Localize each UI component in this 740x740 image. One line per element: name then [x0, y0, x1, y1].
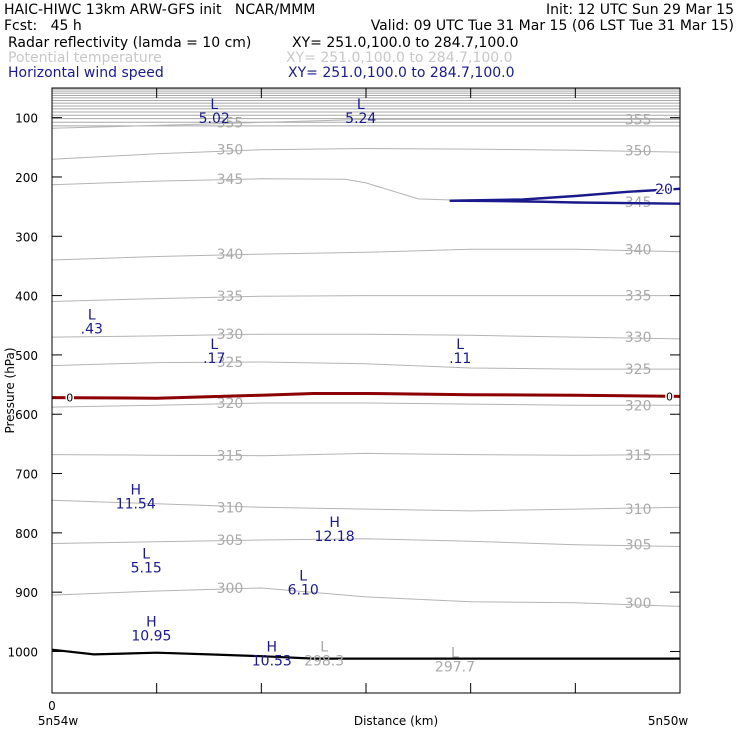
field-theta-name: Potential temperature: [8, 50, 162, 66]
theta-line-355: [51, 118, 680, 129]
theta-label-320: 320: [217, 396, 244, 412]
wind-line-20: [449, 199, 681, 205]
y-tick-label: 500: [15, 349, 38, 363]
y-tick-label: 200: [15, 171, 38, 185]
low-marker-letter: L: [456, 337, 464, 353]
low-marker-letter: L: [451, 645, 459, 661]
high-marker-value: 11.54: [116, 496, 156, 512]
x-start-location: 5n54w: [38, 714, 79, 728]
theta-line-315: [51, 452, 681, 457]
low-marker-value: 5.15: [131, 560, 162, 576]
theta-label-335: 335: [217, 289, 244, 305]
field-reflectivity-name: Radar reflectivity (lamda = 10 cm): [8, 35, 252, 51]
init-time: Init: 12 UTC Sun 29 Mar 15: [545, 2, 734, 18]
low-marker-letter: L: [88, 307, 96, 323]
theta-line-300: [51, 587, 681, 607]
theta-line-340: [51, 248, 681, 261]
theta-line-350: [51, 147, 681, 160]
field-reflectivity-xy: XY= 251.0,100.0 to 284.7,100.0: [292, 35, 519, 51]
freezing-level-label: 0: [66, 392, 73, 405]
low-marker-value: .43: [81, 321, 103, 337]
y-tick-label: 600: [15, 408, 38, 422]
valid-time: Valid: 09 UTC Tue 31 Mar 15 (06 LST Tue …: [370, 18, 734, 34]
high-marker-letter: H: [329, 515, 340, 531]
low-marker-value: .11: [449, 351, 471, 367]
theta-line-345: [51, 178, 681, 204]
theta-label-355: 355: [217, 115, 244, 131]
theta-label-340: 340: [625, 242, 652, 258]
high-marker-value: 10.95: [131, 629, 171, 645]
low-marker-value: 5.02: [199, 111, 230, 127]
theta-line-335: [51, 295, 680, 302]
x-tick-label: 0: [48, 699, 56, 713]
theta-label-325: 325: [625, 362, 652, 378]
y-tick-label: 100: [15, 112, 38, 126]
terrain-line-surface: [51, 648, 680, 660]
theta-label-310: 310: [217, 500, 244, 516]
theta-line-330: [51, 333, 681, 340]
theta-label-305: 305: [625, 538, 652, 554]
theta-line-320: [51, 402, 680, 408]
theta-label-350: 350: [217, 143, 244, 159]
theta-label-340: 340: [217, 247, 244, 263]
low-marker-letter: L: [357, 97, 365, 113]
y-tick-label: 700: [15, 468, 38, 482]
theta-line-305: [51, 538, 681, 547]
theta-label-355: 355: [625, 112, 652, 128]
y-tick-label: 300: [15, 230, 38, 244]
theta-label-305: 305: [217, 533, 244, 549]
high-marker-letter: H: [267, 639, 278, 655]
wind-contour-label: 20: [655, 182, 673, 198]
low-marker-value: 297.7: [435, 659, 475, 675]
field-wind-xy: XY= 251.0,100.0 to 284.7,100.0: [288, 65, 515, 81]
theta-label-300: 300: [217, 581, 244, 597]
freezing-line-0: [51, 392, 681, 400]
freezing-level-label: 0: [666, 390, 673, 403]
theta-label-310: 310: [625, 502, 652, 518]
y-tick-label: 1000: [7, 645, 38, 659]
low-marker-value: 5.24: [345, 111, 376, 127]
low-marker-value: 298.3: [304, 653, 344, 669]
model-title: HAIC-HIWC 13km ARW-GFS init NCAR/MMM: [4, 2, 316, 18]
x-axis-label: Distance (km): [354, 714, 438, 728]
theta-line-310: [51, 499, 681, 512]
low-marker-letter: L: [142, 546, 150, 562]
theta-label-325: 325: [217, 355, 244, 371]
theta-label-320: 320: [625, 398, 652, 414]
theta-label-315: 315: [217, 449, 244, 465]
low-marker-value: .17: [203, 351, 225, 367]
low-marker-letter: L: [320, 639, 328, 655]
theta-label-335: 335: [625, 289, 652, 305]
high-marker-value: 12.18: [315, 529, 355, 545]
y-tick-label: 900: [15, 586, 38, 600]
theta-line-325: [51, 361, 680, 370]
theta-label-350: 350: [625, 143, 652, 159]
y-tick-label: 400: [15, 290, 38, 304]
high-marker-letter: H: [130, 482, 141, 498]
theta-label-330: 330: [217, 327, 244, 343]
forecast-hour: Fcst: 45 h: [4, 18, 82, 34]
field-theta-xy: XY= 251.0,100.0 to 284.7,100.0: [286, 50, 513, 66]
plot-frame: [51, 87, 681, 694]
theta-label-345: 345: [217, 172, 244, 188]
x-end-location: 5n50w: [648, 714, 689, 728]
high-marker-letter: H: [146, 615, 157, 631]
y-axis-label: Pressure (hPa): [3, 347, 17, 433]
theta-label-315: 315: [625, 448, 652, 464]
low-marker-letter: L: [210, 97, 218, 113]
low-marker-value: 6.10: [288, 582, 319, 598]
y-tick-label: 800: [15, 527, 38, 541]
low-marker-letter: L: [299, 568, 307, 584]
high-marker-value: 10.53: [252, 653, 292, 669]
theta-label-300: 300: [625, 596, 652, 612]
theta-label-330: 330: [625, 330, 652, 346]
field-wind-name: Horizontal wind speed: [8, 65, 164, 81]
low-marker-letter: L: [210, 337, 218, 353]
